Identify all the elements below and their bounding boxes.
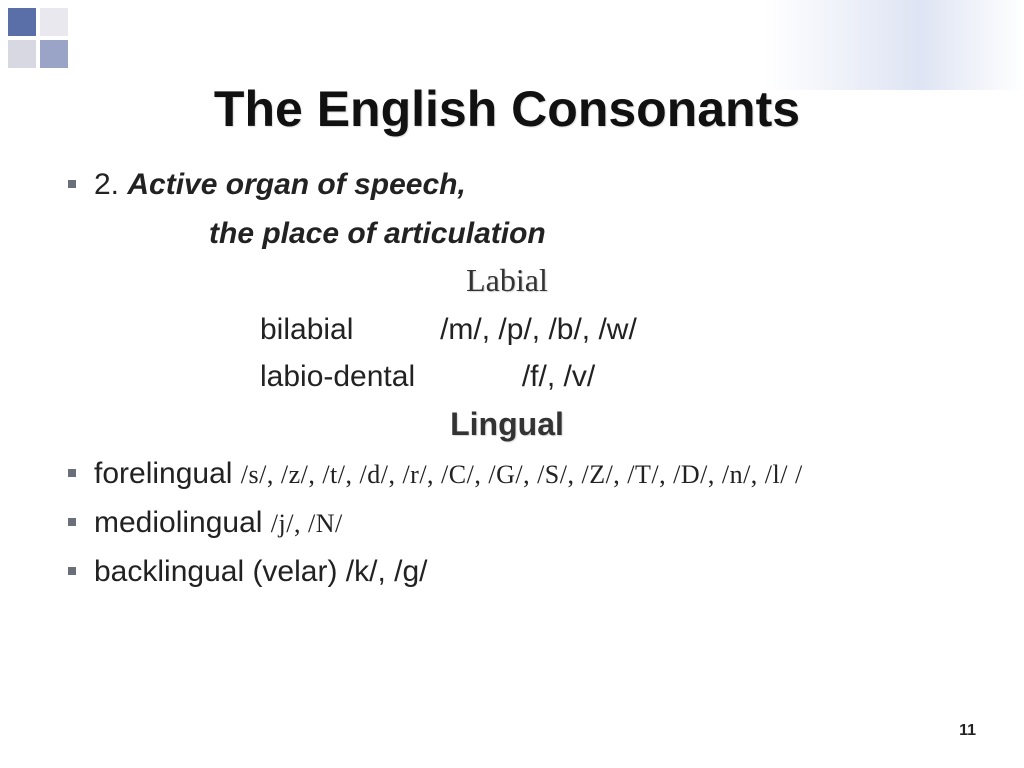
- labial-row: labio-dental /f/, /v/: [260, 354, 964, 401]
- deco-square: [8, 40, 36, 68]
- deco-square: [40, 40, 68, 68]
- section-heading-text-2: the place of articulation: [94, 211, 546, 256]
- deco-square: [8, 8, 36, 36]
- section-number: 2.: [94, 168, 119, 201]
- page-number: 11: [959, 722, 976, 740]
- lingual-list: forelingual /s/, /z/, /t/, /d/, /r/, /C/…: [68, 451, 964, 594]
- row-sounds: /k/, /g/: [346, 555, 428, 588]
- top-gradient: [764, 0, 1024, 90]
- lingual-heading: Lingual: [50, 406, 964, 443]
- bullet-list: 2. Active organ of speech, the place of …: [68, 162, 964, 256]
- lingual-item: mediolingual /j/, /N/: [68, 500, 964, 545]
- corner-decoration: [8, 8, 68, 68]
- row-sounds: /f/, /v/: [522, 354, 595, 401]
- row-label: bilabial: [260, 307, 353, 354]
- section-heading-line2: the place of articulation: [68, 211, 964, 256]
- slide-content: The English Consonants 2. Active organ o…: [0, 80, 1024, 598]
- row-sounds: /m/, /p/, /b/, /w/: [440, 307, 637, 354]
- slide-title: The English Consonants: [50, 80, 964, 138]
- labial-heading: Labial: [50, 262, 964, 299]
- section-heading-text-1: Active organ of speech,: [127, 168, 465, 201]
- labial-row: bilabial /m/, /p/, /b/, /w/: [260, 307, 964, 354]
- deco-square: [40, 8, 68, 36]
- row-sounds: /j/, /N/: [271, 509, 343, 538]
- row-label: mediolingual: [94, 506, 262, 539]
- row-label: labio-dental: [260, 354, 415, 401]
- row-label: forelingual: [94, 457, 232, 490]
- section-heading-line1: 2. Active organ of speech,: [68, 162, 964, 207]
- row-sounds: /s/, /z/, /t/, /d/, /r/, /C/, /G/, /S/, …: [241, 460, 803, 489]
- lingual-item: backlingual (velar) /k/, /g/: [68, 549, 964, 594]
- row-label: backlingual (velar): [94, 555, 337, 588]
- lingual-item: forelingual /s/, /z/, /t/, /d/, /r/, /C/…: [68, 451, 964, 496]
